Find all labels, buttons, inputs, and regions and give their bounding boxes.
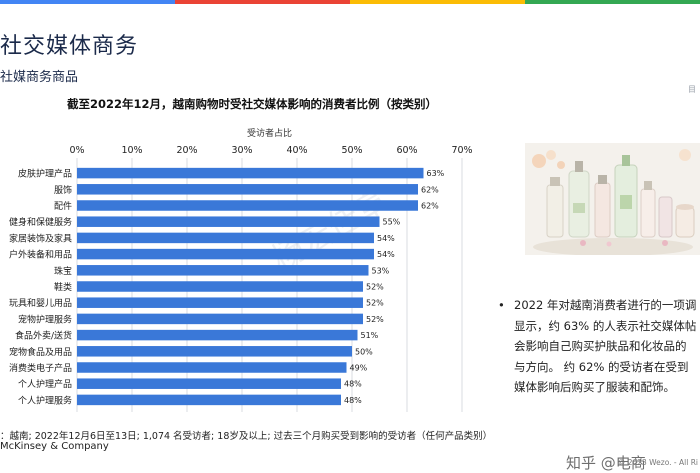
- bullet-dot-icon: •: [498, 298, 505, 312]
- bar: [77, 167, 424, 179]
- value-label: 52%: [366, 315, 384, 324]
- value-label: 48%: [344, 380, 362, 389]
- bar: [77, 281, 363, 292]
- bar: [77, 394, 341, 406]
- bar: [77, 265, 369, 276]
- x-tick-label: 40%: [286, 145, 307, 156]
- bar: [77, 216, 380, 227]
- bar: [77, 313, 363, 325]
- category-label: 消费类电子产品: [9, 362, 72, 374]
- strip-yellow: [350, 0, 525, 4]
- category-label: 服饰: [54, 184, 72, 196]
- bullet-line: 2022 年对越南消费者进行的一项调: [514, 298, 697, 312]
- value-label: 62%: [421, 185, 439, 194]
- strip-red: [175, 0, 350, 4]
- category-label: 玩具和婴儿用品: [9, 298, 72, 309]
- category-label: 个人护理服务: [18, 394, 72, 406]
- x-tick-label: 20%: [176, 145, 197, 156]
- value-label: 53%: [372, 266, 390, 275]
- bar: [77, 378, 341, 389]
- bar: [77, 248, 374, 260]
- bullet-line: 媒体影响后购买了服装和配饰。: [514, 380, 675, 394]
- value-label: 52%: [366, 299, 384, 308]
- chart-title: 截至2022年12月，越南购物时受社交媒体影响的消费者比例（按类别）: [66, 97, 437, 111]
- value-label: 51%: [361, 331, 379, 340]
- value-label: 54%: [377, 250, 395, 259]
- x-tick-label: 30%: [231, 145, 252, 156]
- value-label: 54%: [377, 234, 395, 243]
- x-tick-label: 60%: [396, 145, 417, 156]
- category-label: 宠物护理服务: [18, 313, 72, 325]
- copyright-note: © 2023 Wezo. - All Ri: [617, 458, 698, 467]
- x-tick-label: 10%: [121, 145, 142, 156]
- category-label: 健身和保健服务: [9, 216, 72, 228]
- value-label: 48%: [344, 396, 362, 405]
- page-title: 社交媒体商务: [0, 34, 139, 59]
- bullet-line: 会影响自己购买护肤品和化妆品的: [514, 339, 687, 353]
- bullet-text: • 2022 年对越南消费者进行的一项调 显示，约 63% 的人表示社交媒体帖 …: [498, 295, 700, 398]
- value-label: 49%: [350, 364, 368, 373]
- x-axis-label: 受访者占比: [247, 127, 292, 139]
- category-label: 户外装备和用品: [9, 249, 72, 261]
- bar: [77, 362, 347, 373]
- strip-blue: [0, 0, 175, 4]
- bar: [77, 297, 363, 308]
- strip-green: [525, 0, 700, 4]
- top-color-strip: [0, 0, 700, 4]
- x-tick-label: 0%: [69, 145, 84, 156]
- value-label: 55%: [383, 218, 401, 227]
- category-label: 鞋类: [54, 281, 72, 293]
- bullet-line: 与方向。 约 62% 的受访者在受到: [514, 359, 689, 374]
- value-label: 52%: [366, 283, 384, 292]
- category-label: 家居装饰及家具: [9, 232, 72, 244]
- x-tick-label: 50%: [341, 145, 362, 156]
- side-mark: 目: [688, 85, 696, 94]
- category-label: 皮肤护理产品: [18, 168, 72, 180]
- category-label: 宠物食品及用品: [9, 346, 72, 358]
- bar: [77, 346, 352, 357]
- value-label: 63%: [427, 169, 445, 178]
- value-label: 62%: [421, 202, 439, 211]
- category-label: 食品外卖/送货: [15, 330, 72, 342]
- bar: [77, 329, 358, 341]
- bar: [77, 200, 418, 211]
- category-label: 个人护理产品: [18, 378, 72, 390]
- value-label: 50%: [355, 347, 373, 356]
- bar: [77, 232, 374, 244]
- bar: [77, 184, 418, 195]
- cosmetics-product-photo: [525, 143, 700, 255]
- company-name: McKinsey & Company: [0, 441, 109, 452]
- page-subtitle: 社媒商务商品: [0, 70, 79, 85]
- bullet-line: 显示，约 63% 的人表示社交媒体帖: [514, 318, 697, 333]
- category-label: 珠宝: [54, 265, 72, 277]
- zhihu-watermark: 知乎 @电商: [566, 454, 646, 472]
- x-tick-label: 70%: [451, 145, 472, 156]
- category-label: 配件: [54, 200, 72, 212]
- source-note: ：越南; 2022年12月6日至13日; 1,074 名受访者; 18岁及以上;…: [0, 431, 493, 442]
